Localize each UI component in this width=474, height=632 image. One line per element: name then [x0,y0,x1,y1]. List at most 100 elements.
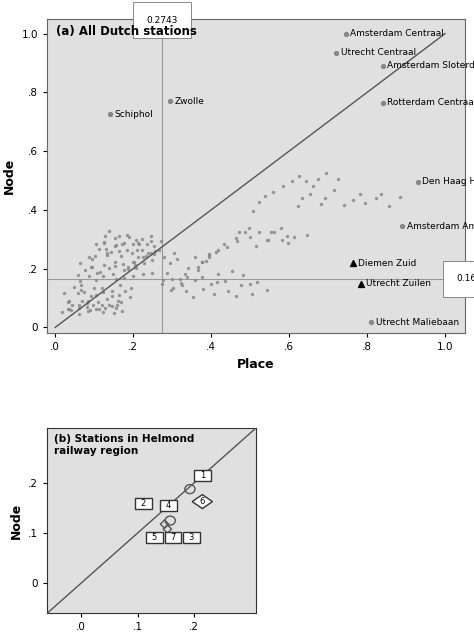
Point [253,277,261,287]
Point [335,174,342,184]
Point [98,300,106,310]
Point [190,292,197,302]
Point [74,270,82,280]
FancyBboxPatch shape [194,470,211,481]
Point [91,251,99,261]
Point [99,271,107,281]
Point [82,265,89,275]
Point [138,245,146,255]
Y-axis label: Node: Node [3,158,16,194]
Point [228,266,236,276]
Point [85,271,92,281]
Point [126,292,133,302]
FancyBboxPatch shape [146,532,163,543]
Point [98,283,106,293]
Point [84,296,92,306]
Point [150,249,158,259]
Point [64,304,72,314]
Point [142,250,150,260]
Point [135,239,143,249]
Point [135,252,142,262]
Point [92,289,100,300]
Point [179,280,186,290]
Point [350,258,357,269]
Point [184,263,191,273]
Point [169,283,177,293]
Point [132,263,140,273]
Point [349,195,356,205]
Point [158,279,165,289]
Point [76,258,83,268]
Point [128,283,135,293]
Point [115,290,122,300]
Point [340,200,348,210]
Point [139,269,146,279]
Point [80,287,88,297]
Point [75,300,83,310]
Y-axis label: Node: Node [10,502,23,538]
Point [101,231,109,241]
Text: 2: 2 [141,499,146,507]
Point [255,197,263,207]
Point [102,244,109,254]
Point [92,304,100,314]
Point [168,274,176,284]
Point [148,268,155,278]
Point [195,264,202,274]
Point [112,274,120,284]
Point [77,280,85,290]
Point [147,236,155,246]
Point [121,273,128,283]
Point [147,248,155,258]
Point [205,252,213,262]
Point [202,256,210,266]
Point [95,244,103,254]
Point [92,276,100,286]
Point [379,97,386,107]
Point [119,259,127,269]
Point [124,262,132,272]
Point [298,193,305,204]
Point [205,249,212,259]
Point [321,193,329,204]
Point [147,231,155,241]
Point [224,286,232,296]
Point [294,201,301,211]
Text: 1: 1 [200,471,205,480]
Point [302,176,310,186]
Point [200,284,207,294]
Point [89,254,96,264]
Point [140,257,147,267]
Point [245,222,252,233]
Point [342,28,349,39]
Point [212,247,220,257]
Point [224,241,231,252]
Point [159,275,167,285]
Point [60,288,68,298]
Text: Amsterdam Sloterdijk: Amsterdam Sloterdijk [387,61,474,70]
Point [75,309,83,319]
Point [284,231,292,241]
Text: (a) All Dutch stations: (a) All Dutch stations [56,25,197,39]
Point [94,297,101,307]
Point [76,303,83,313]
Text: 0.1656: 0.1656 [457,274,474,283]
Point [160,252,168,262]
Point [253,241,260,251]
Point [111,233,119,243]
Point [279,235,286,245]
FancyBboxPatch shape [135,497,152,509]
Point [385,201,393,211]
Point [129,238,137,248]
Point [398,221,406,231]
Point [314,174,321,185]
Point [270,226,278,236]
Point [278,223,285,233]
Point [67,305,74,315]
Point [113,300,120,310]
Point [269,187,276,197]
Text: 7: 7 [170,533,176,542]
Point [139,252,146,262]
Point [68,300,76,310]
FancyBboxPatch shape [164,532,182,543]
